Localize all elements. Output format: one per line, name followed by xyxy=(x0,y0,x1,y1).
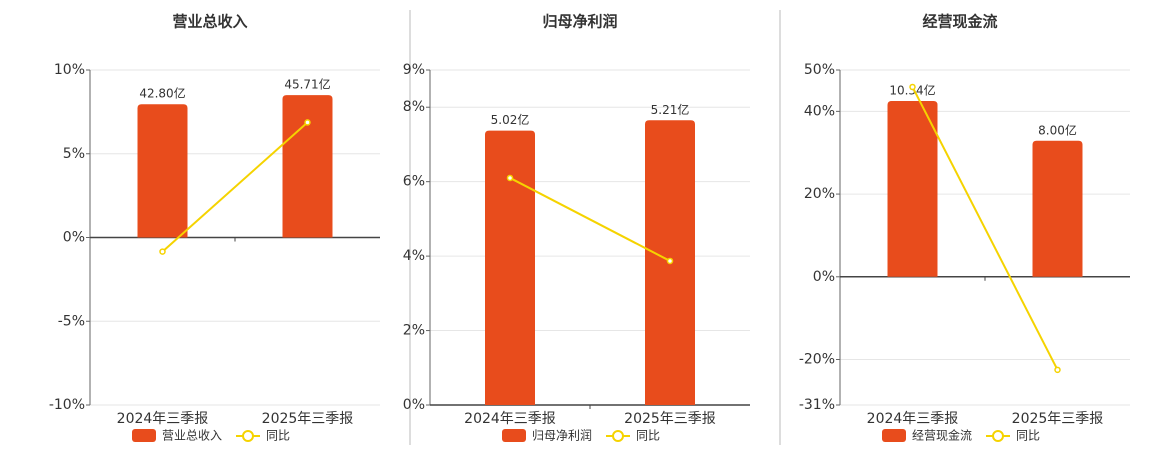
bar xyxy=(485,130,535,406)
legend-swatch xyxy=(992,430,1004,442)
legend-label: 归母净利润 xyxy=(532,429,592,443)
point xyxy=(159,248,166,255)
y-tick-label: 0% xyxy=(813,269,835,285)
value-label: 5.21亿 xyxy=(651,102,690,117)
point xyxy=(909,83,916,91)
legend-swatch xyxy=(502,429,526,442)
legend-swatch xyxy=(242,430,254,442)
y-tick-label: 0% xyxy=(403,397,425,413)
y-tick-label: 8% xyxy=(403,99,425,115)
point xyxy=(506,174,514,182)
point xyxy=(304,119,311,126)
chart-title: 营业总收入 xyxy=(172,13,247,31)
line xyxy=(509,177,671,262)
value-label: 42.80亿 xyxy=(139,86,185,101)
value-label: 5.02亿 xyxy=(491,112,530,127)
x-tick-label: 2024年三季报 xyxy=(867,411,959,427)
legend-label: 同比 xyxy=(1016,429,1040,443)
x-tick-label: 2025年三季报 xyxy=(624,411,716,427)
bar xyxy=(282,95,333,238)
legend-label: 同比 xyxy=(636,429,660,443)
y-tick-label: 6% xyxy=(403,174,425,190)
y-tick-label: 40% xyxy=(804,103,835,119)
bar xyxy=(1032,140,1083,277)
y-tick-label: -5% xyxy=(58,313,85,329)
y-tick-label: -10% xyxy=(49,397,85,413)
chart-title: 经营现金流 xyxy=(922,13,997,31)
point xyxy=(666,257,674,265)
y-tick-label: -20% xyxy=(799,352,835,368)
y-tick-label: 5% xyxy=(63,146,85,162)
value-label: 45.71亿 xyxy=(284,77,330,92)
y-tick-label: 9% xyxy=(403,62,425,78)
legend-swatch xyxy=(612,430,624,442)
chart-title: 归母净利润 xyxy=(542,13,617,31)
x-tick-label: 2024年三季报 xyxy=(117,411,209,427)
bar xyxy=(887,101,938,277)
x-tick-label: 2025年三季报 xyxy=(262,411,354,427)
legend-swatch xyxy=(132,429,156,442)
legend-swatch xyxy=(882,429,906,442)
y-tick-label: 4% xyxy=(403,248,425,264)
legend-label: 经营现金流 xyxy=(912,428,972,443)
line xyxy=(161,121,309,253)
legend-label: 同比 xyxy=(266,429,290,443)
line xyxy=(911,86,1059,371)
value-label: 8.00亿 xyxy=(1038,122,1077,137)
bar xyxy=(137,104,188,238)
y-tick-label: -31% xyxy=(799,397,835,413)
y-tick-label: 10% xyxy=(54,62,85,78)
x-tick-label: 2025年三季报 xyxy=(1012,411,1104,427)
x-tick-label: 2024年三季报 xyxy=(464,411,556,427)
point xyxy=(1054,366,1061,374)
y-tick-label: 2% xyxy=(403,323,425,339)
y-tick-label: 20% xyxy=(804,186,835,202)
legend-label: 营业总收入 xyxy=(162,429,222,443)
y-tick-label: 50% xyxy=(804,62,835,78)
y-tick-label: 0% xyxy=(63,230,85,246)
